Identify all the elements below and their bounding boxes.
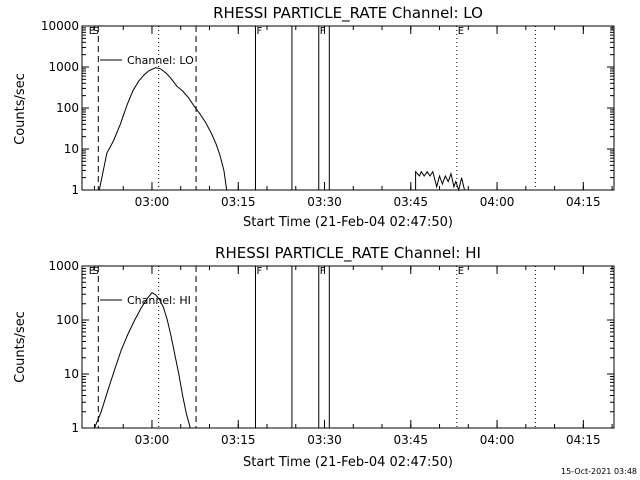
lo-x-tick-label: 04:00 — [480, 195, 515, 209]
lo-series-line — [98, 67, 228, 191]
hi-legend-label: Channel: HI — [127, 294, 191, 307]
lo-event-marker: S — [93, 26, 99, 37]
lo-x-tick-label: 03:15 — [221, 195, 256, 209]
hi-y-tick-label: 1000 — [48, 259, 79, 273]
lo-x-tick-label: 03:45 — [393, 195, 428, 209]
hi-x-tick-label: 03:30 — [307, 433, 342, 447]
hi-x-tick-label: 04:00 — [480, 433, 515, 447]
lo-event-marker: E — [458, 26, 464, 37]
lo-plot-frame — [81, 25, 615, 191]
hi-event-marker: E — [89, 266, 95, 277]
hi-y-axis-label: Counts/sec — [13, 311, 28, 383]
generated-timestamp: 15-Oct-2021 03:48 — [561, 467, 637, 476]
hi-plot-frame — [81, 265, 615, 429]
hi-chart-title: RHESSI PARTICLE_RATE Channel: HI — [215, 244, 481, 263]
hi-x-tick-label: 03:45 — [393, 433, 428, 447]
hi-x-tick-label: 04:15 — [566, 433, 601, 447]
lo-y-tick-label: 100 — [56, 101, 79, 115]
hi-event-marker: F — [320, 266, 326, 277]
hi-x-axis-label: Start Time (21-Feb-04 02:47:50) — [243, 455, 453, 470]
hi-event-marker: E — [458, 266, 464, 277]
lo-chart-title: RHESSI PARTICLE_RATE Channel: LO — [213, 4, 483, 23]
lo-y-axis-label: Counts/sec — [13, 73, 28, 145]
lo-x-tick-label: 04:15 — [566, 195, 601, 209]
lo-y-tick-label: 1 — [71, 183, 79, 197]
lo-series-line — [415, 170, 465, 192]
lo-event-marker: E — [89, 26, 95, 37]
hi-series-line — [94, 292, 191, 429]
lo-y-tick-label: 10 — [64, 142, 79, 156]
hi-x-tick-label: 03:00 — [135, 433, 170, 447]
lo-channel-panel: RHESSI PARTICLE_RATE Channel: LO Start T… — [13, 4, 615, 230]
lo-event-marker: F — [320, 26, 326, 37]
lo-x-tick-label: 03:00 — [135, 195, 170, 209]
lo-y-tick-label: 10000 — [41, 19, 79, 33]
lo-x-tick-label: 03:30 — [307, 195, 342, 209]
hi-channel-panel: RHESSI PARTICLE_RATE Channel: HI Start T… — [13, 244, 615, 470]
hi-y-tick-label: 1 — [71, 421, 79, 435]
lo-y-tick-label: 1000 — [48, 60, 79, 74]
lo-x-axis-label: Start Time (21-Feb-04 02:47:50) — [243, 215, 453, 230]
hi-x-tick-label: 03:15 — [221, 433, 256, 447]
lo-legend-label: Channel: LO — [127, 54, 194, 67]
hi-y-tick-label: 10 — [64, 367, 79, 381]
hi-event-marker: F — [256, 266, 262, 277]
hi-y-tick-label: 100 — [56, 313, 79, 327]
hi-event-marker: S — [93, 266, 99, 277]
lo-event-marker: F — [256, 26, 262, 37]
